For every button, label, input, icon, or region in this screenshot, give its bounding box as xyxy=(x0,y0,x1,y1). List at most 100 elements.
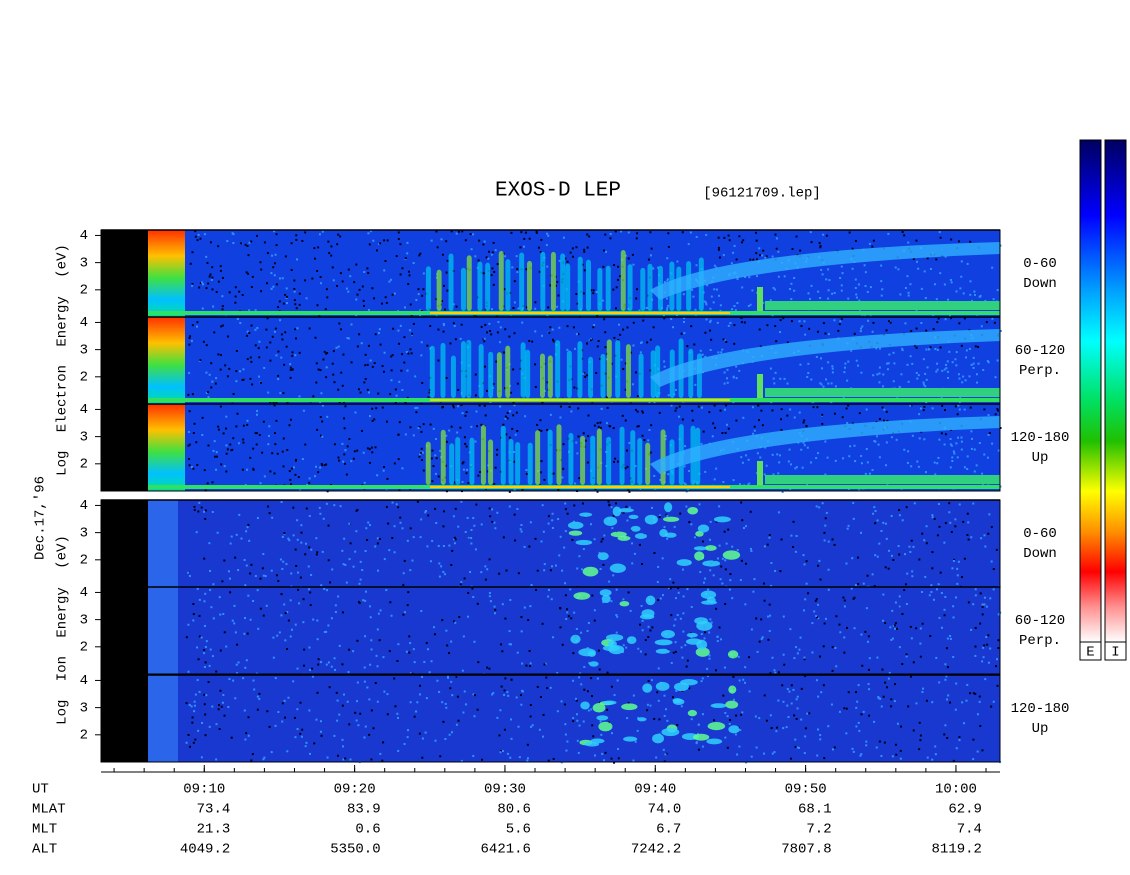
noise xyxy=(460,500,463,503)
noise xyxy=(368,448,371,451)
noise xyxy=(290,628,293,631)
noise xyxy=(786,341,789,344)
noise xyxy=(741,519,744,522)
noise xyxy=(298,303,301,306)
noise xyxy=(484,323,487,326)
noise xyxy=(275,401,278,404)
noise xyxy=(512,402,515,405)
noise xyxy=(650,424,653,427)
noise xyxy=(188,443,191,446)
noise xyxy=(817,603,820,606)
noise xyxy=(286,750,289,753)
noise xyxy=(864,472,867,475)
noise xyxy=(241,294,244,297)
noise xyxy=(612,574,615,577)
noise xyxy=(971,437,974,440)
noise xyxy=(858,412,861,415)
noise xyxy=(727,427,730,430)
noise xyxy=(669,587,672,590)
noise xyxy=(551,512,554,515)
noise xyxy=(292,534,295,537)
noise xyxy=(419,693,422,696)
noise xyxy=(272,656,275,659)
ion-blob xyxy=(573,592,591,600)
noise xyxy=(793,416,796,419)
noise xyxy=(421,382,424,385)
noise xyxy=(599,421,602,424)
ion-blob xyxy=(568,530,583,536)
noise xyxy=(753,578,756,581)
noise xyxy=(834,385,837,388)
noise xyxy=(504,415,507,418)
noise xyxy=(923,405,926,408)
noise xyxy=(355,314,358,317)
noise xyxy=(583,248,586,251)
noise xyxy=(963,557,966,560)
noise xyxy=(315,537,318,540)
noise xyxy=(621,414,624,417)
noise xyxy=(946,637,949,640)
noise xyxy=(930,590,933,593)
noise xyxy=(968,347,971,350)
noise xyxy=(632,263,635,266)
noise xyxy=(509,410,512,413)
noise xyxy=(682,595,685,598)
noise xyxy=(821,273,824,276)
noise xyxy=(525,268,528,271)
noise xyxy=(234,295,237,298)
noise xyxy=(504,417,507,420)
noise xyxy=(321,230,324,233)
noise xyxy=(811,622,814,625)
noise xyxy=(793,289,796,292)
noise xyxy=(349,758,352,761)
noise xyxy=(409,303,412,306)
noise xyxy=(758,640,761,643)
noise xyxy=(271,254,274,257)
noise xyxy=(291,351,294,354)
noise xyxy=(636,425,639,428)
noise xyxy=(726,381,729,384)
panel-background xyxy=(101,587,1000,674)
noise xyxy=(795,646,798,649)
noise xyxy=(217,245,220,248)
noise xyxy=(451,549,454,552)
noise xyxy=(882,695,885,698)
ion-blob xyxy=(634,533,647,540)
noise xyxy=(494,608,497,611)
noise xyxy=(547,759,550,762)
noise xyxy=(301,458,304,461)
noise xyxy=(476,708,479,711)
noise xyxy=(752,432,755,435)
noise xyxy=(526,759,529,762)
noise xyxy=(374,682,377,685)
noise xyxy=(421,294,424,297)
noise xyxy=(496,511,499,514)
noise xyxy=(713,264,716,267)
noise xyxy=(999,427,1002,430)
noise xyxy=(840,289,843,292)
noise xyxy=(252,468,255,471)
noise xyxy=(724,568,727,571)
noise xyxy=(203,652,206,655)
noise xyxy=(944,678,947,681)
noise xyxy=(459,337,462,340)
noise xyxy=(281,277,284,280)
noise xyxy=(244,738,247,741)
colorbar-label: I xyxy=(1111,645,1119,661)
noise xyxy=(791,248,794,251)
noise xyxy=(325,502,328,505)
noise xyxy=(316,269,319,272)
noise xyxy=(983,534,986,537)
noise xyxy=(774,569,777,572)
noise xyxy=(385,589,388,592)
noise xyxy=(319,401,322,404)
noise xyxy=(270,287,273,290)
ion-blob xyxy=(728,685,737,694)
noise xyxy=(484,578,487,581)
noise xyxy=(209,241,212,244)
ion-blob xyxy=(570,634,581,644)
noise xyxy=(575,333,578,336)
noise xyxy=(924,385,927,388)
noise xyxy=(821,367,824,370)
noise xyxy=(685,505,688,508)
